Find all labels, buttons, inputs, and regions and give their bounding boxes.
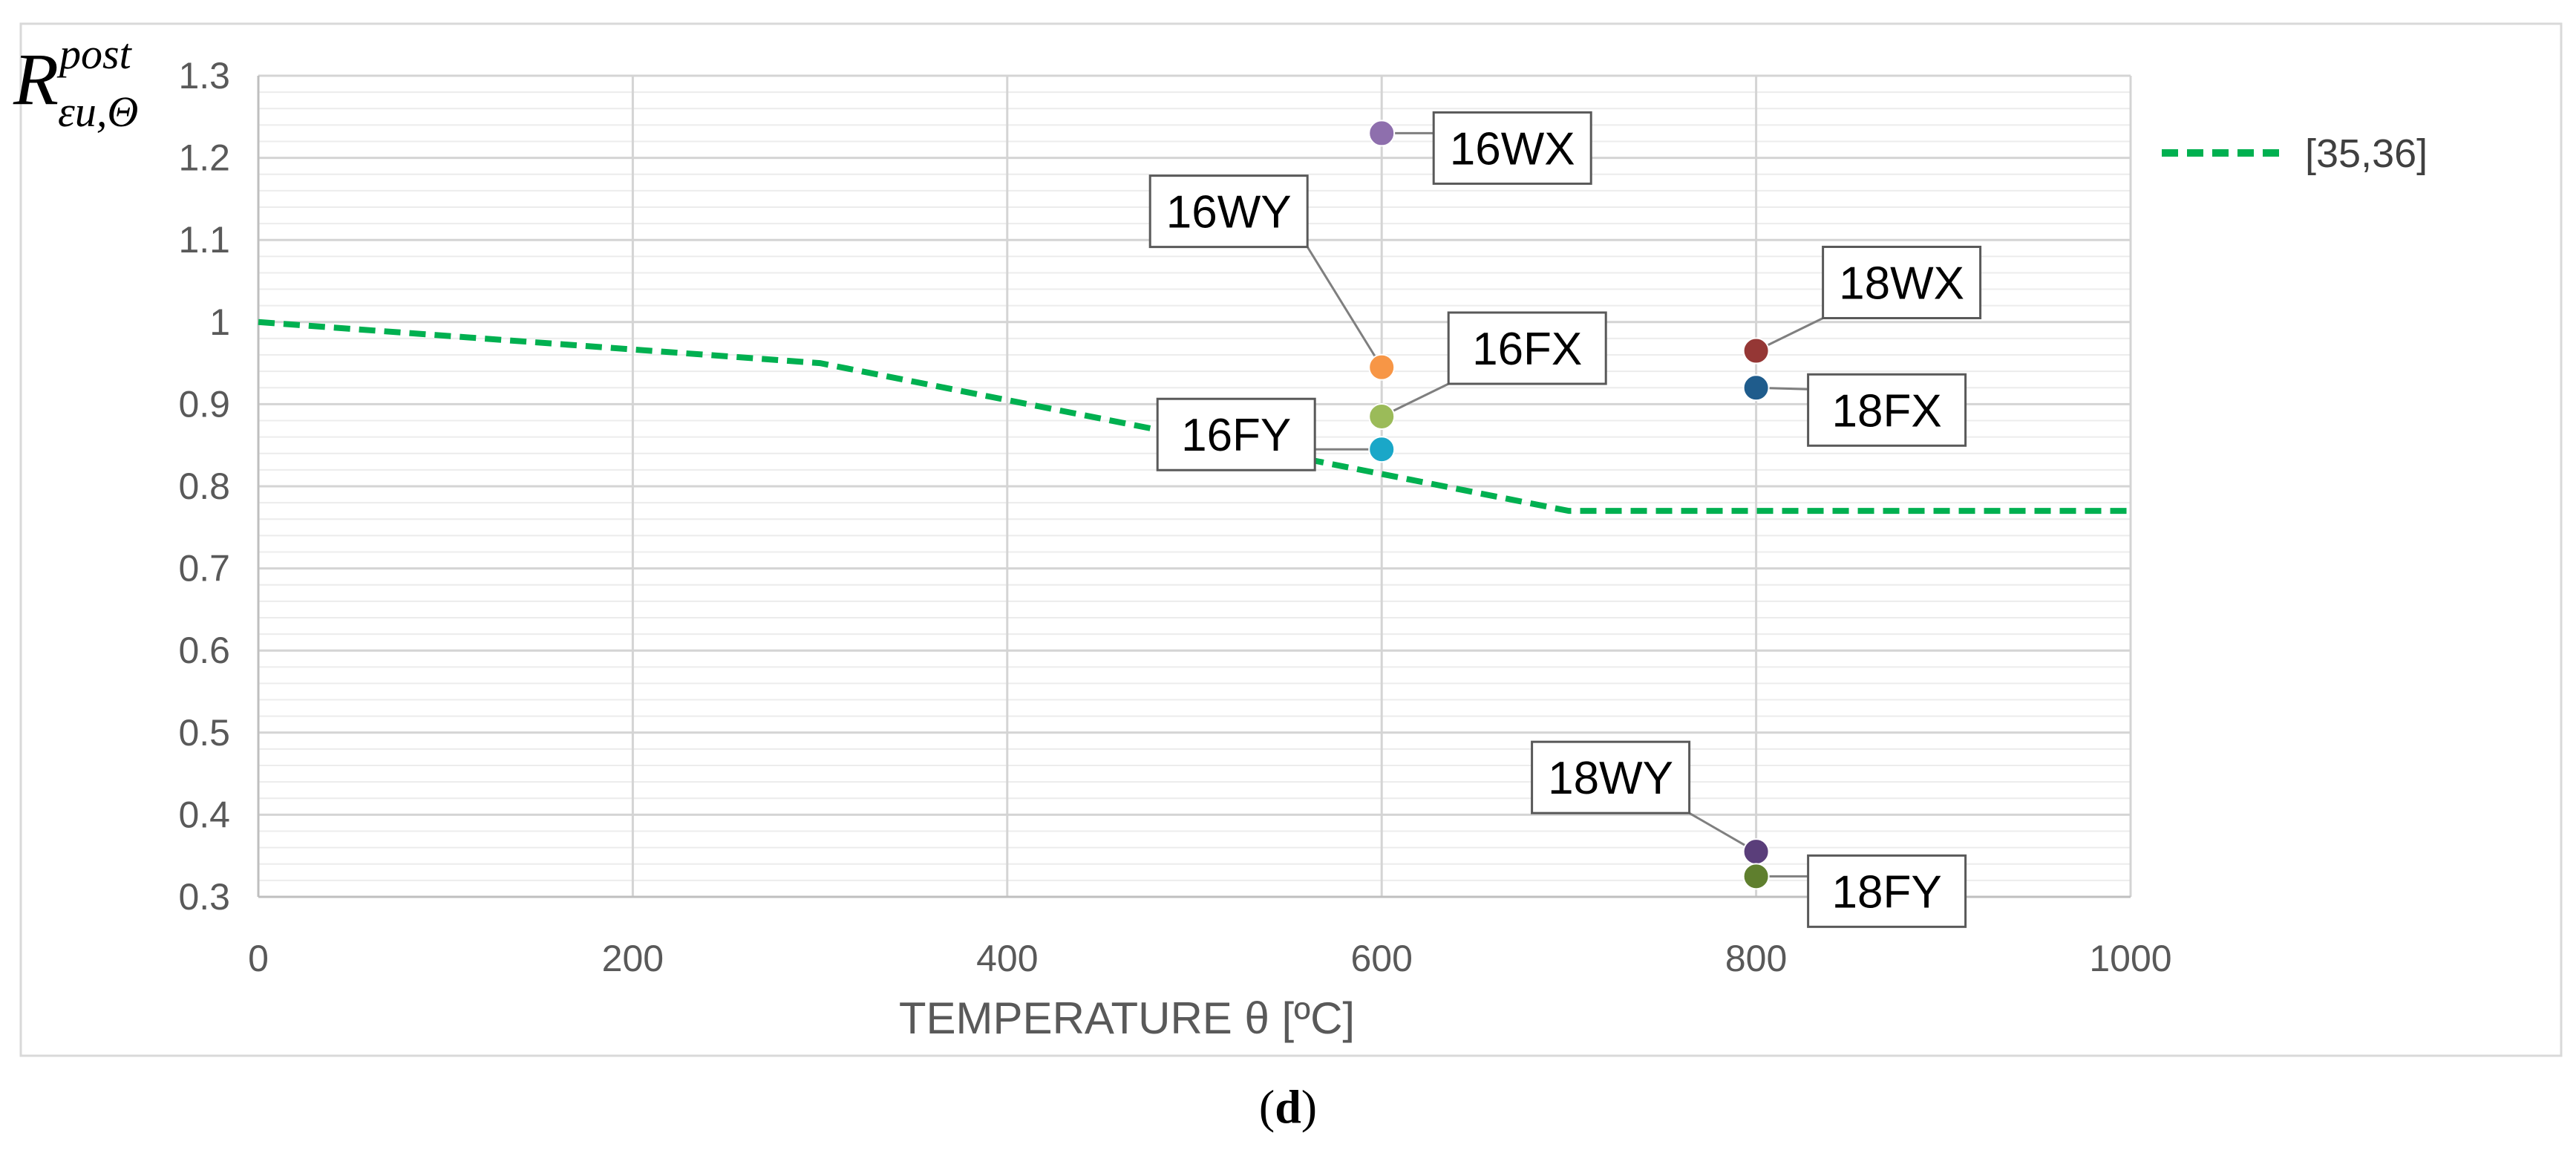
figure-caption: (d) xyxy=(1259,1080,1317,1133)
x-tick-label: 800 xyxy=(1725,938,1787,979)
y-tick-label: 0.7 xyxy=(178,548,230,589)
callout-box xyxy=(1822,246,1982,320)
y-axis-label: R post εu,Θ xyxy=(13,30,138,136)
x-tick-label: 1000 xyxy=(2089,938,2171,979)
y-tick-label: 1.2 xyxy=(178,137,230,179)
data-point-16wy xyxy=(1368,353,1396,381)
y-tick-label: 0.8 xyxy=(178,466,230,507)
callout-label-16fx: 16FX xyxy=(1472,324,1582,375)
y-tick-label: 0.5 xyxy=(178,712,230,754)
callout-box xyxy=(1432,111,1592,185)
callout-box xyxy=(1447,311,1607,385)
y-axis-label-subscript: εu,Θ xyxy=(58,88,138,136)
x-tick-label: 400 xyxy=(976,938,1038,979)
callout-label-16fy: 16FY xyxy=(1181,410,1291,461)
y-tick-label: 0.9 xyxy=(178,383,230,425)
y-tick-label: 0.6 xyxy=(178,630,230,671)
callout-label-16wy: 16WY xyxy=(1166,187,1292,238)
x-tick-label: 200 xyxy=(602,938,664,979)
callout-label-18wy: 18WY xyxy=(1548,753,1673,804)
y-tick-label: 1.3 xyxy=(178,55,230,97)
callout-box xyxy=(1807,854,1967,928)
x-tick-label: 0 xyxy=(248,938,269,979)
x-axis-title: TEMPERATURE θ [ºC] xyxy=(899,993,1355,1043)
callout-leader xyxy=(1306,246,1383,368)
tick-labels: 0.3 0.4 0.5 0.6 0.7 0.8 0.9 1 1.1 1.2 1.3 0 200 400 60… xyxy=(178,55,2171,979)
callout-box xyxy=(1156,397,1316,471)
data-point-16fy xyxy=(1368,436,1396,463)
y-tick-label: 0.3 xyxy=(178,876,230,918)
callouts: 16WX 16WY 16FX 16FY 18WX 18FX 18WY 18FY xyxy=(1148,111,1982,928)
callout-box xyxy=(1807,373,1967,447)
data-point-18wx xyxy=(1742,337,1770,365)
callout-label-18wx: 18WX xyxy=(1839,258,1964,310)
y-axis-label-base: R xyxy=(13,38,59,120)
callout-label-16wx: 16WX xyxy=(1450,123,1575,174)
y-tick-label: 1 xyxy=(209,301,230,343)
callout-box xyxy=(1531,740,1691,814)
data-point-16wx xyxy=(1368,120,1396,147)
data-point-18wy xyxy=(1742,838,1770,866)
data-point-18fy xyxy=(1742,863,1770,890)
x-tick-label: 600 xyxy=(1350,938,1412,979)
y-tick-label: 0.4 xyxy=(178,794,230,835)
y-tick-label: 1.1 xyxy=(178,219,230,261)
callout-label-18fy: 18FY xyxy=(1831,866,1941,918)
callout-box xyxy=(1148,174,1309,249)
data-point-18fx xyxy=(1742,374,1770,402)
data-point-16fx xyxy=(1368,402,1396,430)
legend-label: [35,36] xyxy=(2305,131,2428,176)
y-axis-label-superscript: post xyxy=(56,30,133,78)
data-points xyxy=(1368,120,1770,890)
callout-label-18fx: 18FX xyxy=(1831,385,1941,437)
legend: [35,36] xyxy=(2162,131,2428,176)
